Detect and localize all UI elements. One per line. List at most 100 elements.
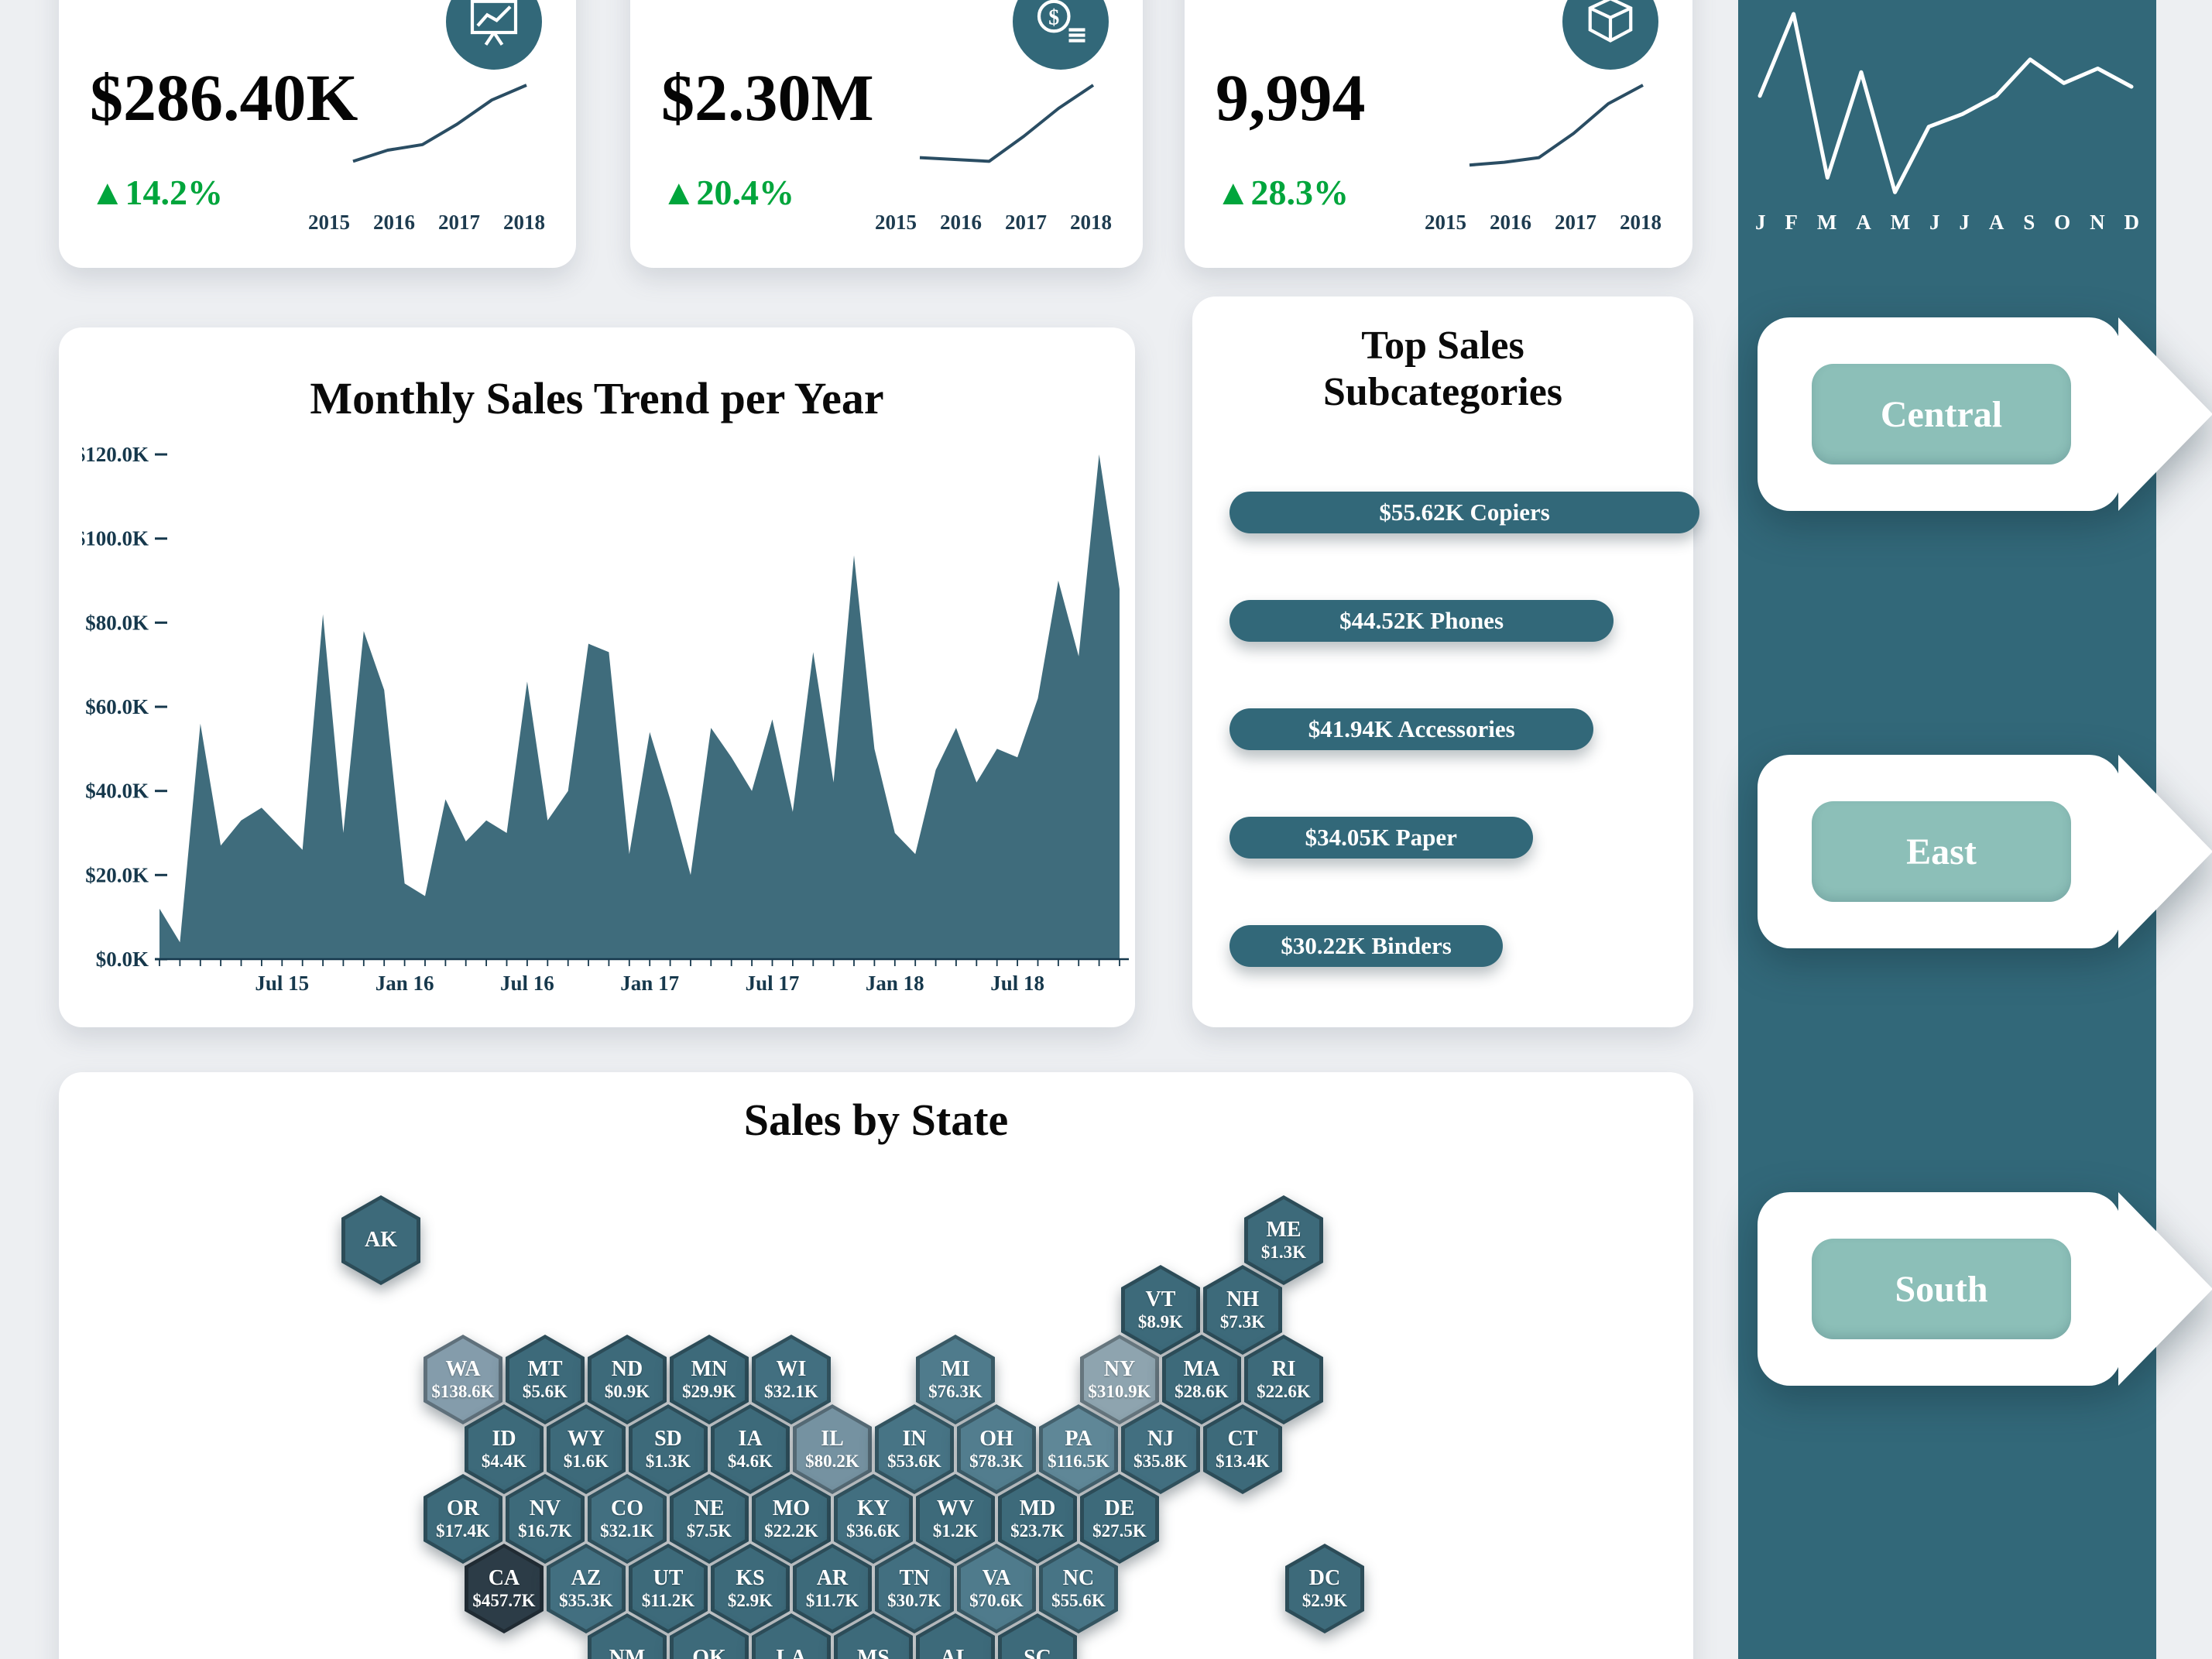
state-hex-ar[interactable]: AR $11.7K — [793, 1544, 872, 1633]
year-label: 2018 — [1070, 211, 1112, 234]
state-abbr: MS — [857, 1645, 890, 1659]
state-hex-ri[interactable]: RI $22.6K — [1244, 1335, 1323, 1424]
hex-rim: MT $5.6K — [506, 1335, 585, 1424]
state-hex-me[interactable]: ME $1.3K — [1244, 1195, 1323, 1285]
state-hex-nv[interactable]: NV $16.7K — [506, 1474, 585, 1564]
state-hex-la[interactable]: LA — [752, 1613, 831, 1659]
state-hex-mo[interactable]: MO $22.2K — [752, 1474, 831, 1564]
state-abbr: NY — [1103, 1356, 1136, 1381]
state-hex-ca[interactable]: CA $457.7K — [465, 1544, 544, 1633]
hex-fill: AK — [345, 1199, 417, 1281]
state-value: $35.8K — [1133, 1451, 1188, 1471]
state-hex-ne[interactable]: NE $7.5K — [670, 1474, 749, 1564]
state-abbr: IL — [821, 1426, 844, 1451]
state-hex-nh[interactable]: NH $7.3K — [1203, 1265, 1282, 1355]
subcategory-bar-accessories[interactable]: $41.94K Accessories — [1229, 708, 1594, 750]
state-value: $1.6K — [563, 1451, 609, 1471]
state-hex-nm[interactable]: NM — [588, 1613, 667, 1659]
svg-text:Jan 18: Jan 18 — [866, 972, 924, 995]
state-abbr: WV — [936, 1496, 975, 1520]
state-hex-pa[interactable]: PA $116.5K — [1039, 1404, 1118, 1494]
region-button-east[interactable]: East — [1812, 801, 2071, 902]
state-hex-nc[interactable]: NC $55.6K — [1039, 1544, 1118, 1633]
region-button-central[interactable]: Central — [1812, 364, 2071, 464]
month-letter: J — [1929, 211, 1940, 234]
state-value: $11.7K — [805, 1590, 859, 1610]
subcategory-bar-phones[interactable]: $44.52K Phones — [1229, 600, 1614, 642]
subcategory-bar-paper[interactable]: $34.05K Paper — [1229, 817, 1533, 859]
state-abbr: MI — [941, 1356, 970, 1381]
state-hex-ok[interactable]: OK — [670, 1613, 749, 1659]
year-label: 2018 — [1620, 211, 1662, 234]
state-value: $457.7K — [472, 1590, 536, 1610]
state-hex-ut[interactable]: UT $11.2K — [629, 1544, 708, 1633]
state-hex-or[interactable]: OR $17.4K — [424, 1474, 502, 1564]
state-hex-mn[interactable]: MN $29.9K — [670, 1335, 749, 1424]
state-hex-nj[interactable]: NJ $35.8K — [1121, 1404, 1200, 1494]
state-abbr: MN — [691, 1356, 728, 1381]
svg-text:Jul 16: Jul 16 — [500, 972, 554, 995]
kpi-card-total-orders: Total Orders 9,994 ▲28.3% 20152016201720… — [1185, 0, 1692, 268]
svg-text:Jan 16: Jan 16 — [376, 972, 434, 995]
state-hex-mt[interactable]: MT $5.6K — [506, 1335, 585, 1424]
state-hex-wy[interactable]: WY $1.6K — [547, 1404, 626, 1494]
state-hex-in[interactable]: IN $53.6K — [875, 1404, 954, 1494]
state-hex-ia[interactable]: IA $4.6K — [711, 1404, 790, 1494]
state-hex-de[interactable]: DE $27.5K — [1080, 1474, 1159, 1564]
state-hex-sd[interactable]: SD $1.3K — [629, 1404, 708, 1494]
subcategory-bar-binders[interactable]: $30.22K Binders — [1229, 925, 1504, 967]
state-hex-sc[interactable]: SC — [998, 1613, 1077, 1659]
tab-arrow-icon — [2118, 755, 2212, 948]
monthly-sales-trend-chart[interactable]: $120.0K $100.0K $80.0K $60.0K $40.0K $20.0K $0… — [82, 444, 1135, 1001]
state-hex-id[interactable]: ID $4.4K — [465, 1404, 544, 1494]
state-hex-tn[interactable]: TN $30.7K — [875, 1544, 954, 1633]
state-hex-az[interactable]: AZ $35.3K — [547, 1544, 626, 1633]
state-hex-ky[interactable]: KY $36.6K — [834, 1474, 913, 1564]
state-hex-md[interactable]: MD $23.7K — [998, 1474, 1077, 1564]
subcategory-bar-copiers[interactable]: $55.62K Copiers — [1229, 492, 1700, 533]
state-hex-il[interactable]: IL $80.2K — [793, 1404, 872, 1494]
state-abbr: ME — [1266, 1217, 1301, 1242]
state-abbr: AL — [940, 1645, 971, 1659]
month-letter: A — [1988, 211, 2005, 234]
state-hex-wv[interactable]: WV $1.2K — [916, 1474, 995, 1564]
hex-rim: AL — [916, 1613, 995, 1659]
state-value: $36.6K — [846, 1520, 900, 1541]
state-hex-mi[interactable]: MI $76.3K — [916, 1335, 995, 1424]
money-icon: $ — [1013, 0, 1109, 70]
state-hex-wi[interactable]: WI $32.1K — [752, 1335, 831, 1424]
svg-text:Jul 18: Jul 18 — [990, 972, 1044, 995]
state-hex-ak[interactable]: AK — [341, 1195, 420, 1285]
state-value: $4.6K — [727, 1451, 773, 1471]
state-hex-ms[interactable]: MS — [834, 1613, 913, 1659]
state-hex-co[interactable]: CO $32.1K — [588, 1474, 667, 1564]
state-hex-dc[interactable]: DC $2.9K — [1285, 1544, 1364, 1633]
state-hex-va[interactable]: VA $70.6K — [957, 1544, 1036, 1633]
state-hex-al[interactable]: AL — [916, 1613, 995, 1659]
state-abbr: ND — [611, 1356, 643, 1381]
state-abbr: NH — [1226, 1287, 1259, 1311]
subcategories-title: Top Sales Subcategories — [1322, 324, 1563, 414]
state-hex-ct[interactable]: CT $13.4K — [1203, 1404, 1282, 1494]
region-tab-east: East — [1758, 755, 2212, 948]
hex-rim: KY $36.6K — [834, 1474, 913, 1564]
state-abbr: VA — [982, 1565, 1011, 1590]
state-hex-wa[interactable]: WA $138.6K — [424, 1335, 502, 1424]
sidebar-month-sparkline — [1758, 12, 2134, 194]
subcategory-bars: $55.62K Copiers $44.52K Phones $41.94K Acc… — [1229, 492, 1700, 1033]
state-hex-oh[interactable]: OH $78.3K — [957, 1404, 1036, 1494]
state-value: $29.9K — [682, 1381, 736, 1401]
svg-text:Jul 15: Jul 15 — [255, 972, 309, 995]
month-letter: O — [2054, 211, 2071, 234]
state-hex-ma[interactable]: MA $28.6K — [1162, 1335, 1241, 1424]
year-label: 2017 — [438, 211, 480, 234]
state-abbr: OK — [692, 1645, 726, 1659]
region-button-south[interactable]: South — [1812, 1239, 2071, 1339]
state-hex-ny[interactable]: NY $310.9K — [1080, 1335, 1159, 1424]
hex-rim: AK — [341, 1195, 420, 1285]
svg-text:$0.0K: $0.0K — [96, 948, 149, 971]
state-hex-nd[interactable]: ND $0.9K — [588, 1335, 667, 1424]
state-hex-vt[interactable]: VT $8.9K — [1121, 1265, 1200, 1355]
state-hex-ks[interactable]: KS $2.9K — [711, 1544, 790, 1633]
